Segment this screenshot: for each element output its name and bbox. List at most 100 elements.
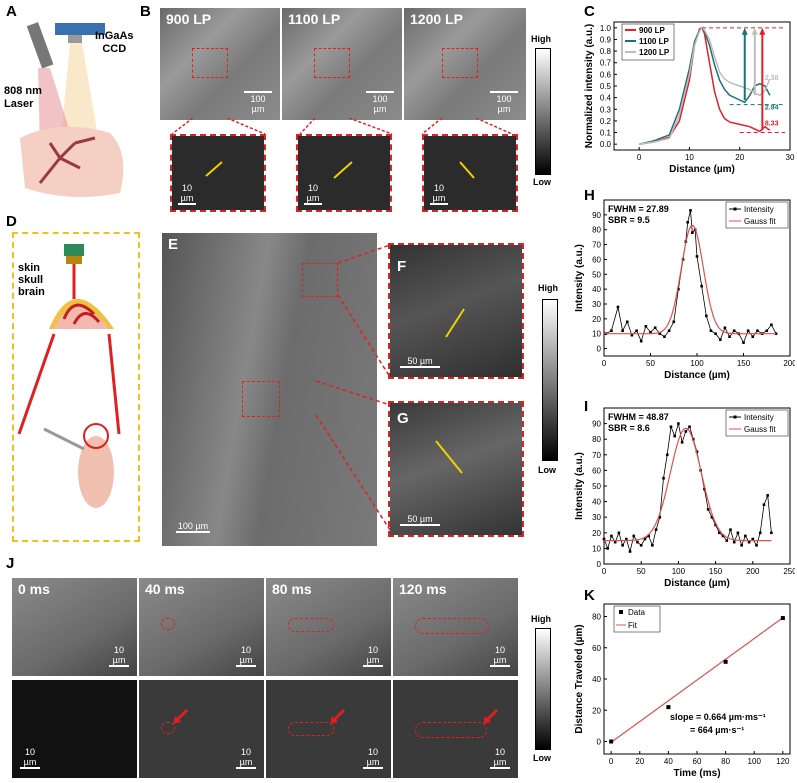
- y-tick-label: 0.5: [600, 82, 612, 91]
- zoom-connectors-e: [315, 244, 390, 531]
- ratio-label: 2.38: [765, 75, 779, 82]
- colorbar-low-label: Low: [533, 177, 551, 187]
- flow-region: [288, 618, 334, 632]
- y-tick-label: 40: [592, 498, 601, 507]
- slope-annotation: = 664 µm·s⁻¹: [690, 725, 744, 735]
- scale-bar: 10 µm: [490, 747, 510, 770]
- colorbar-low-label: Low: [538, 465, 556, 475]
- roi-box-f: [302, 263, 338, 297]
- x-tick-label: 50: [637, 567, 646, 576]
- roi-box: [192, 48, 228, 78]
- y-axis-label: Intensity (a.u.): [574, 244, 585, 312]
- intensity-point: [628, 550, 632, 553]
- x-tick-label: 150: [737, 359, 751, 368]
- intensity-point: [639, 543, 643, 547]
- frame-0ms: 0 ms 10 µm: [12, 578, 137, 676]
- intensity-point: [635, 329, 638, 333]
- fwhm-label: FWHM = 27.89: [608, 204, 669, 214]
- y-tick-label: 60: [592, 466, 601, 475]
- gauss-fit-line: [604, 224, 777, 335]
- intensity-point: [700, 284, 703, 288]
- frame-80ms: 80 ms 10 µm: [266, 578, 391, 676]
- gauss-fit-line: [604, 427, 772, 542]
- panel-label-g: G: [397, 410, 409, 427]
- roi-box: [442, 48, 478, 78]
- fwhm-label: FWHM = 48.87: [608, 412, 669, 422]
- intensity-point: [610, 534, 613, 538]
- mouse-body: [78, 436, 114, 508]
- intensity-point: [662, 476, 665, 480]
- slope-annotation: slope = 0.664 µm·ms⁻¹: [670, 712, 766, 722]
- scale-bar: 10 µm: [236, 645, 256, 668]
- camera-label: InGaAs CCD: [95, 30, 134, 55]
- intensity-point: [751, 537, 755, 541]
- y-tick-label: 0.7: [600, 59, 612, 68]
- panel-label-f: F: [397, 258, 407, 275]
- intensity-point: [621, 329, 624, 333]
- y-tick-label: 10: [592, 544, 601, 553]
- scale-bar: 10 µm: [109, 645, 129, 668]
- intensity-point: [732, 329, 736, 333]
- y-tick-label: 10: [592, 330, 601, 339]
- y-tick-label: 0.1: [600, 129, 612, 138]
- frame-1100lp: 1100 LP 100 µm: [282, 8, 402, 120]
- intensity-point: [714, 523, 717, 527]
- intensity-point: [651, 543, 654, 547]
- scale-bar: 100 µm: [176, 521, 210, 533]
- frame-40ms: 40 ms 10 µm: [139, 578, 264, 676]
- frame-label: 900 LP: [166, 11, 212, 27]
- panel-label-k: K: [584, 587, 595, 604]
- scale-bar: 100 µm: [490, 91, 518, 114]
- intensity-point: [673, 434, 676, 438]
- time-label: 80 ms: [272, 581, 312, 597]
- time-label: 120 ms: [399, 581, 447, 597]
- intensity-point: [762, 503, 766, 507]
- intensity-point: [672, 320, 676, 324]
- ratio-label: 8.33: [765, 121, 779, 128]
- intensity-point: [654, 528, 658, 531]
- panel-label-d: D: [6, 213, 17, 230]
- intensity-point: [630, 333, 634, 337]
- y-tick-label: 80: [592, 435, 601, 444]
- chart-c: 0 10 20 30 0.0 0.1 0.2 0.3 0.4 0.5 0.6 0.7 0.8 0.9 1.0…: [584, 21, 795, 175]
- y-tick-label: 20: [592, 706, 601, 715]
- y-tick-label: 0: [597, 345, 602, 354]
- data-point: [723, 659, 728, 664]
- sbr-label: SBR = 8.6: [608, 423, 650, 433]
- colorbar-j: [535, 628, 551, 750]
- legend-swatch-marker: [733, 207, 737, 211]
- intensity-point: [746, 329, 750, 333]
- y-tick-label: 30: [592, 300, 601, 309]
- series-line-1100-lp: [638, 26, 771, 145]
- x-tick-label: 30: [786, 153, 795, 162]
- x-tick-label: 0: [609, 757, 614, 766]
- data-point: [609, 739, 614, 744]
- intensity-point: [686, 220, 689, 224]
- x-tick-label: 200: [783, 359, 795, 368]
- intensity-point: [766, 494, 769, 497]
- data-point: [666, 705, 671, 710]
- intensity-point: [691, 231, 694, 234]
- x-tick-label: 0: [637, 153, 642, 162]
- diff-frame-40ms: 10 µm: [139, 680, 264, 778]
- y-axis-label: Normalized intensity (a.u.): [584, 24, 595, 148]
- intensity-point: [613, 540, 617, 544]
- intensity-line: [605, 210, 777, 344]
- scale-bar: 50 µm: [400, 514, 440, 527]
- intensity-point: [647, 534, 650, 538]
- time-label: 0 ms: [18, 581, 50, 597]
- ratio-arrowhead: [759, 27, 766, 35]
- legend-swatch: [619, 610, 623, 614]
- intensity-point: [728, 335, 731, 338]
- y-tick-label: 50: [592, 270, 601, 279]
- legend-label: Fit: [628, 621, 638, 630]
- y-tick-label: 20: [592, 529, 601, 538]
- intensity-point: [729, 528, 732, 531]
- x-tick-label: 20: [735, 153, 744, 162]
- legend-label: 1100 LP: [639, 37, 669, 46]
- ratio-arrowhead: [741, 27, 748, 35]
- skin-label: skin: [18, 262, 41, 274]
- arrow-icon: [330, 708, 346, 724]
- brain-label: brain: [18, 286, 45, 298]
- intensity-point: [658, 332, 662, 336]
